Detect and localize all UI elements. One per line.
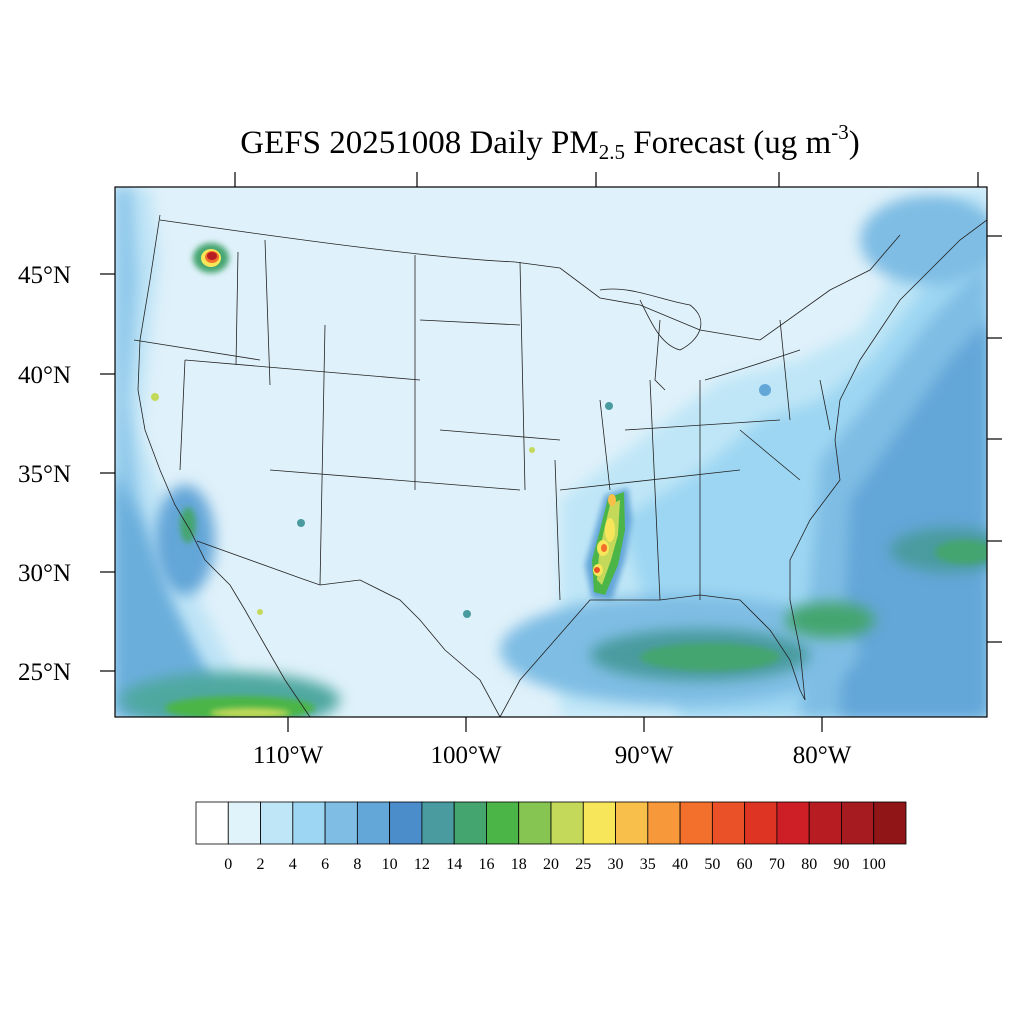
atlantic-haze-2	[840, 320, 987, 717]
ms-band-lime	[597, 500, 620, 585]
colorbar-swatch-8	[453, 801, 487, 845]
colorbar-swatch-20	[841, 801, 875, 845]
colorbar-swatch-10	[518, 801, 552, 845]
lon-label-110: 110°W	[252, 742, 324, 769]
ms-band-yellow-1	[605, 518, 615, 542]
lat-label-30: 30°N	[18, 560, 72, 587]
colorbar-label: 90	[833, 856, 850, 873]
lat-label-45: 45°N	[18, 262, 72, 289]
colorbar-swatch-19	[808, 801, 842, 845]
gulf-plume-inner	[640, 643, 780, 671]
atlantic-plume-core	[935, 540, 987, 564]
colorbar-swatch-18	[776, 801, 810, 845]
colorbar-label: 14	[446, 856, 463, 873]
lat-label-25: 25°N	[18, 659, 72, 686]
lon-label-100: 100°W	[430, 742, 502, 769]
colorbar-label: 20	[543, 856, 559, 873]
baja-plume-core	[210, 708, 290, 717]
colorbar-swatch-2	[260, 801, 294, 845]
colorbar-swatch-11	[550, 801, 584, 845]
colorbar-swatch-14	[647, 801, 681, 845]
colorbar-swatch-4	[324, 801, 358, 845]
colorbar-label: 8	[353, 856, 362, 873]
colorbar-swatch-9	[486, 801, 520, 845]
colorbar-label: 25	[575, 856, 592, 873]
lat-label-35: 35°N	[18, 461, 72, 488]
colorbar-swatch-17	[744, 801, 778, 845]
northeast-haze	[860, 195, 987, 285]
colorbar-label: 80	[801, 856, 818, 873]
colorbar-label: 35	[639, 856, 656, 873]
ms-band-orange-2	[594, 567, 600, 573]
colorbar-label: 50	[704, 856, 721, 873]
colorbar	[195, 801, 907, 845]
colorbar-swatch-5	[356, 801, 391, 845]
colorbar-swatch-21	[873, 801, 907, 845]
map-title: GEFS 20251008 Daily PM2.5 Forecast (ug m…	[240, 120, 860, 164]
colorbar-swatch-6	[389, 801, 423, 845]
az-hotspot	[297, 519, 305, 527]
colorbar-label: 30	[607, 856, 624, 873]
colorbar-swatch-7	[421, 801, 455, 845]
wa-fire-core	[207, 252, 217, 260]
boundaries	[133, 214, 987, 717]
il-hotspot	[605, 402, 613, 410]
colorbar-label: 60	[736, 856, 753, 873]
lat-label-40: 40°N	[18, 362, 72, 389]
map-frame	[114, 186, 988, 718]
pacific-haze-deeper	[115, 470, 250, 717]
colorbar-swatch-13	[615, 801, 649, 845]
colorbar-label: 6	[321, 856, 330, 873]
colorbar-label: 0	[224, 856, 233, 873]
lon-label-80: 80°W	[792, 742, 852, 769]
colorbar-label: 100	[861, 856, 886, 873]
tx-hotspot	[463, 610, 471, 618]
colorbar-label: 12	[413, 856, 430, 873]
colorbar-swatch-15	[679, 801, 713, 845]
colorbar-label: 40	[672, 856, 689, 873]
ticks	[100, 172, 1002, 732]
colorbar-swatch-12	[582, 801, 616, 845]
colorbar-label: 16	[478, 856, 495, 873]
ms-band-yellow-4	[608, 494, 616, 506]
baja-hotspot	[257, 609, 263, 615]
colorbar-label: 2	[256, 856, 265, 873]
colorbar-swatch-3	[292, 801, 326, 845]
colorbar-swatch-1	[227, 801, 261, 845]
ms-band-orange-1	[601, 544, 607, 552]
ks-hotspot	[529, 447, 535, 453]
colorbar-label: 70	[768, 856, 785, 873]
nv-hotspot	[151, 393, 159, 401]
colorbar-label: 4	[288, 856, 297, 873]
colorbar-label: 10	[381, 856, 398, 873]
colorbar-swatch-16	[711, 801, 746, 845]
pa-hotspot	[759, 384, 771, 396]
florida-plume	[785, 602, 875, 638]
lon-label-90: 90°W	[614, 742, 674, 769]
colorbar-label: 18	[510, 856, 527, 873]
colorbar-swatch-0	[195, 801, 229, 845]
